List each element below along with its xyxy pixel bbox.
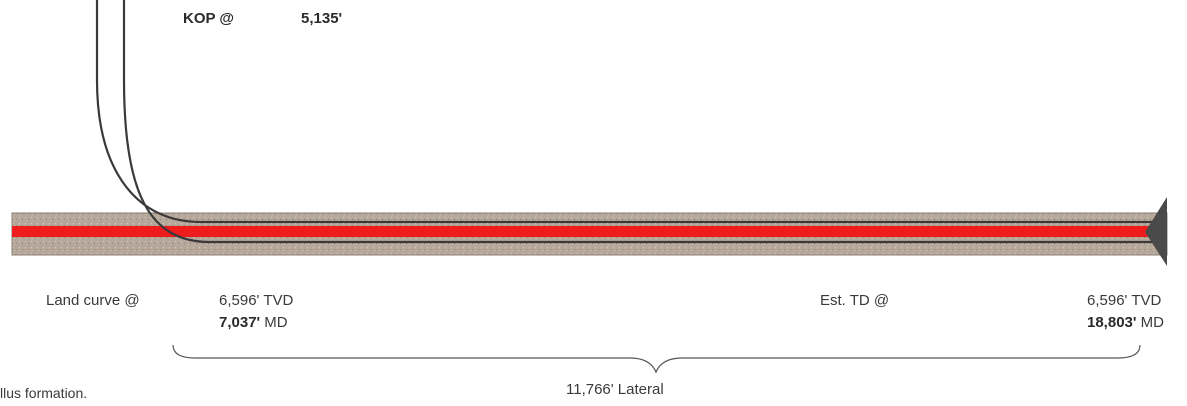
est-td-md-value: 18,803' xyxy=(1087,314,1137,331)
wellbore-outer-wall xyxy=(95,0,1155,224)
land-curve-md-unit: MD xyxy=(264,314,288,331)
est-td-md-unit: MD xyxy=(1140,314,1164,331)
pay-zone-line xyxy=(12,226,1167,237)
drill-bit-icon xyxy=(1145,197,1167,266)
land-curve-tvd-value: 6,596' xyxy=(219,292,260,309)
caption-text: llus formation. xyxy=(0,385,88,401)
wellbore-inner-wall xyxy=(122,0,1155,244)
est-td-md: 18,803' MD xyxy=(1087,314,1164,331)
land-curve-md-value: 7,037' xyxy=(219,314,261,331)
est-td-label: Est. TD @ xyxy=(820,292,890,309)
lateral-brace xyxy=(172,344,1141,374)
kop-value: 5,135' xyxy=(301,10,343,27)
land-curve-label: Land curve @ xyxy=(46,292,140,309)
est-td-tvd-unit: TVD xyxy=(1131,292,1162,309)
est-td-tvd-value: 6,596' xyxy=(1087,292,1128,309)
land-curve-md: 7,037' MD xyxy=(219,314,288,331)
lateral-label: 11,766' Lateral xyxy=(566,381,664,398)
land-curve-tvd-unit: TVD xyxy=(263,292,294,309)
land-curve-tvd: 6,596' TVD xyxy=(219,292,293,309)
est-td-tvd: 6,596' TVD xyxy=(1087,292,1161,309)
kop-label: KOP @ xyxy=(183,10,235,27)
